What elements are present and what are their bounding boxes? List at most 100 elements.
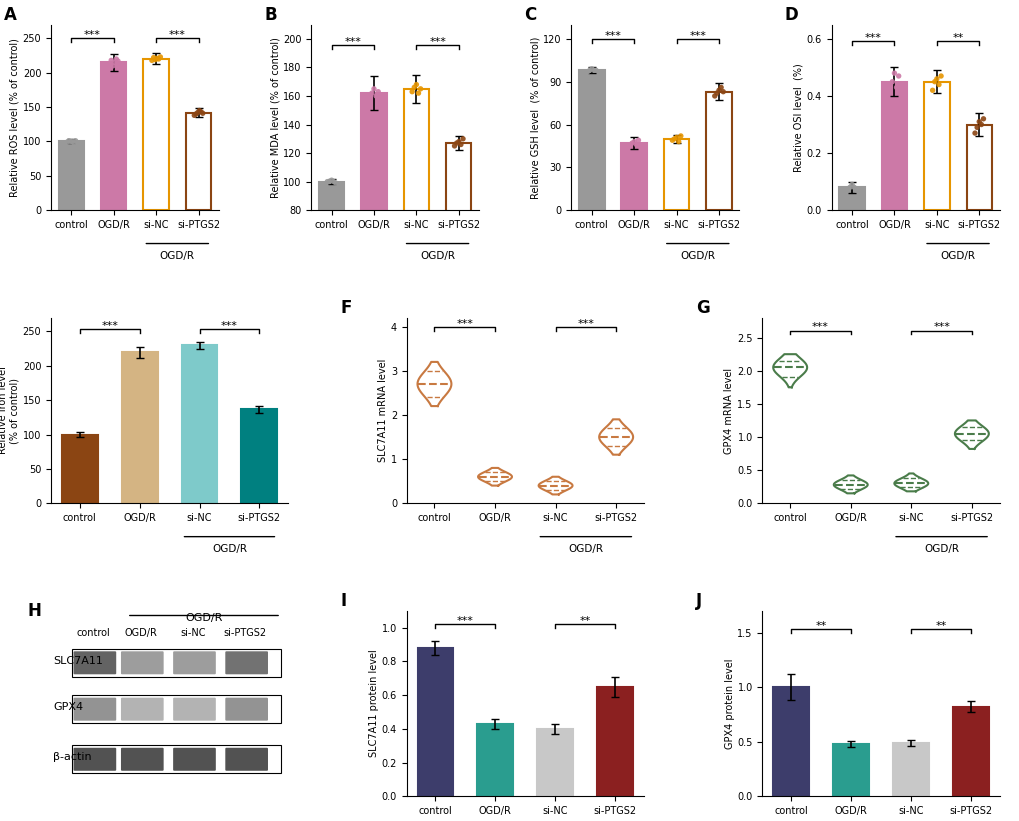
- Point: [319, 175, 335, 188]
- Text: H: H: [28, 602, 41, 620]
- Bar: [952, 707, 987, 796]
- Y-axis label: GPX4 mRNA level: GPX4 mRNA level: [723, 368, 734, 453]
- Bar: [966, 125, 991, 210]
- Point: [408, 78, 424, 91]
- Bar: [58, 141, 84, 210]
- Text: OGD/R: OGD/R: [680, 251, 714, 261]
- Point: [673, 130, 689, 143]
- Text: I: I: [340, 592, 346, 610]
- Bar: [839, 187, 864, 210]
- Text: OGD/R: OGD/R: [923, 544, 958, 554]
- Text: B: B: [264, 6, 276, 24]
- Text: ***: ***: [84, 30, 101, 40]
- Point: [974, 112, 990, 126]
- Point: [848, 184, 864, 197]
- Point: [579, 65, 595, 78]
- Point: [368, 89, 384, 103]
- FancyBboxPatch shape: [73, 698, 116, 721]
- Point: [62, 135, 78, 148]
- Text: ***: ***: [811, 323, 828, 333]
- Text: β-actin: β-actin: [53, 752, 92, 763]
- Point: [412, 82, 428, 95]
- Point: [147, 53, 163, 67]
- Point: [323, 173, 339, 186]
- FancyBboxPatch shape: [173, 651, 216, 674]
- Point: [191, 104, 207, 117]
- Point: [110, 54, 126, 67]
- Text: ***: ***: [864, 33, 880, 43]
- Point: [923, 84, 940, 97]
- Bar: [417, 648, 453, 796]
- Bar: [892, 743, 928, 796]
- FancyBboxPatch shape: [173, 698, 216, 721]
- Y-axis label: Relative OSI level  (%): Relative OSI level (%): [793, 63, 803, 172]
- FancyBboxPatch shape: [225, 651, 268, 674]
- Text: SLC7A11: SLC7A11: [53, 656, 103, 666]
- Text: ***: ***: [932, 323, 949, 333]
- Point: [843, 178, 859, 191]
- Point: [190, 106, 206, 119]
- Text: OGD/R: OGD/R: [568, 544, 603, 554]
- Bar: [880, 82, 906, 210]
- Y-axis label: SLC7A11 mRNA level: SLC7A11 mRNA level: [378, 359, 387, 462]
- Bar: [242, 409, 277, 503]
- Y-axis label: Relative MDA level (% of control): Relative MDA level (% of control): [270, 37, 280, 198]
- Point: [669, 135, 686, 149]
- Point: [101, 58, 117, 71]
- Point: [581, 64, 597, 77]
- Bar: [361, 93, 386, 324]
- Text: ***: ***: [429, 37, 445, 47]
- Point: [410, 86, 426, 99]
- Text: OGD/R: OGD/R: [124, 627, 157, 638]
- Point: [712, 80, 729, 94]
- Point: [103, 54, 119, 67]
- Point: [972, 118, 988, 131]
- Point: [714, 85, 731, 99]
- Text: A: A: [4, 6, 17, 24]
- Text: **: **: [952, 33, 963, 43]
- Point: [65, 136, 82, 149]
- Text: J: J: [695, 592, 701, 610]
- Text: si-PTGS2: si-PTGS2: [224, 627, 267, 638]
- Point: [622, 140, 638, 153]
- FancyBboxPatch shape: [73, 748, 116, 771]
- Point: [64, 135, 81, 148]
- Bar: [185, 112, 211, 210]
- Text: OGD/R: OGD/R: [160, 251, 195, 261]
- Bar: [596, 686, 633, 796]
- Text: ***: ***: [169, 30, 185, 40]
- Text: G: G: [695, 299, 709, 317]
- Point: [881, 84, 898, 97]
- Point: [585, 64, 601, 77]
- Bar: [663, 139, 689, 210]
- Point: [364, 86, 380, 99]
- Bar: [477, 724, 513, 796]
- Point: [667, 131, 684, 144]
- Point: [888, 80, 904, 94]
- Text: OGD/R: OGD/R: [212, 544, 247, 554]
- Point: [970, 115, 986, 128]
- Bar: [72, 649, 281, 677]
- Bar: [62, 434, 98, 503]
- FancyBboxPatch shape: [121, 748, 163, 771]
- Point: [624, 136, 640, 149]
- Point: [105, 59, 121, 72]
- Y-axis label: Relative Iron level
(% of control): Relative Iron level (% of control): [0, 366, 19, 455]
- Bar: [833, 744, 868, 796]
- Point: [187, 108, 204, 121]
- Text: ***: ***: [604, 31, 621, 41]
- Bar: [621, 143, 646, 210]
- Text: OGD/R: OGD/R: [940, 251, 974, 261]
- Text: OGD/R: OGD/R: [185, 612, 222, 622]
- Point: [583, 62, 599, 76]
- Point: [927, 72, 944, 85]
- Point: [321, 175, 337, 188]
- Point: [152, 50, 168, 63]
- Point: [708, 86, 725, 99]
- Point: [925, 76, 942, 89]
- Point: [108, 53, 124, 66]
- Y-axis label: Relative ROS level (% of control): Relative ROS level (% of control): [10, 38, 19, 197]
- FancyBboxPatch shape: [173, 748, 216, 771]
- Point: [665, 132, 682, 145]
- Point: [932, 70, 949, 83]
